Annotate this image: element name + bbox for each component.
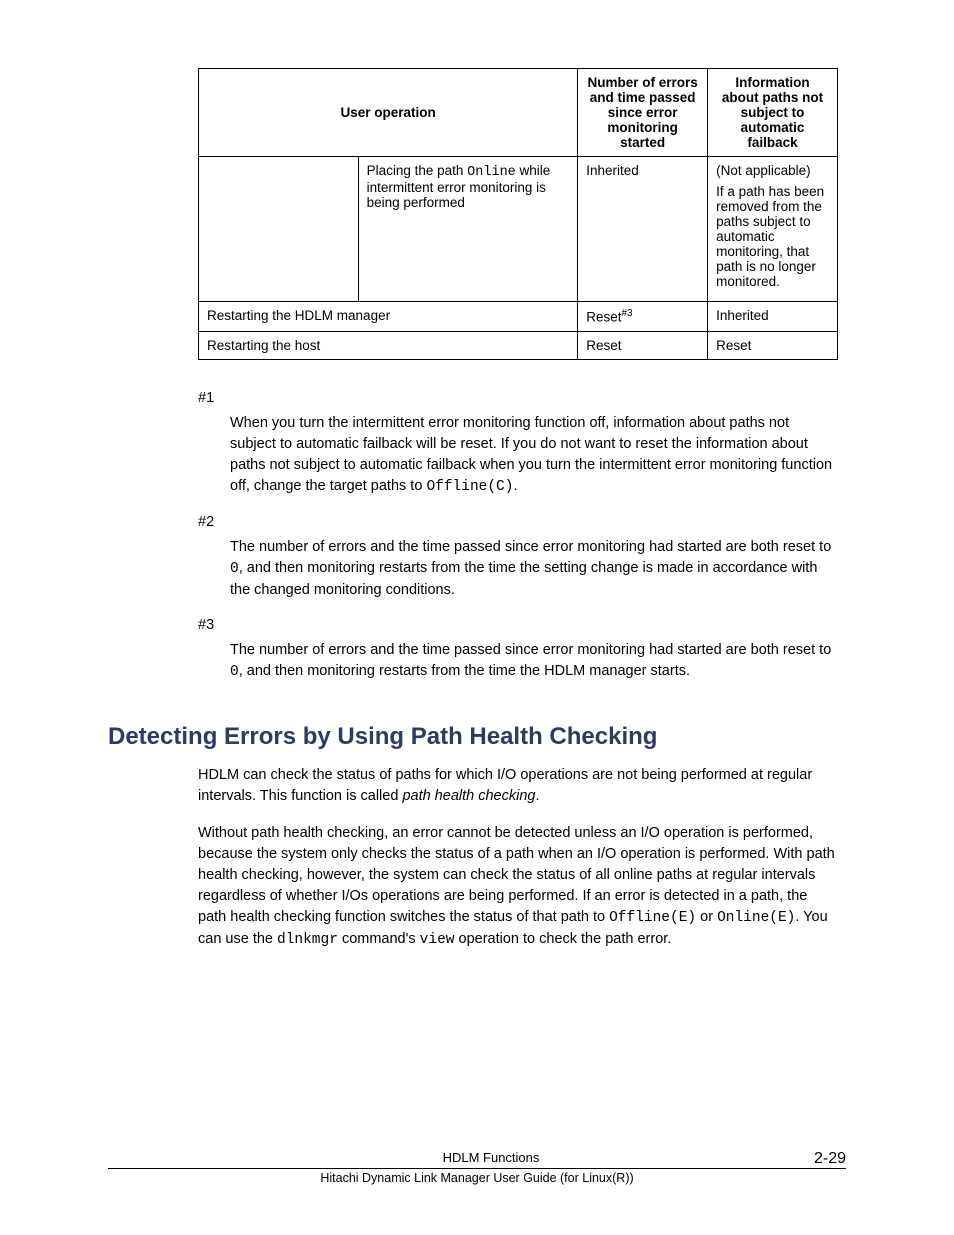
cell-op-restart-manager: Restarting the HDLM manager [199,302,578,332]
note-3-label: #3 [198,615,838,636]
p2-code-offline: Offline(E) [609,910,696,926]
header-num-errors: Number of errors and time passed since e… [578,69,708,157]
paragraph-2: Without path health checking, an error c… [198,823,838,951]
note-2-post: , and then monitoring restarts from the … [230,560,817,598]
reset-sup: #3 [621,308,632,319]
p2-code-online: Online(E) [717,910,795,926]
table-row: Placing the path Online while intermitte… [199,157,838,302]
table-row: Restarting the host Reset Reset [199,331,838,359]
notes-block: #1 When you turn the intermittent error … [198,388,838,683]
cell-num-reset: Reset [578,331,708,359]
paragraph-1: HDLM can check the status of paths for w… [198,765,838,807]
note-1-post: . [513,478,517,494]
note-2-body: The number of errors and the time passed… [230,537,838,601]
p1-post: . [535,788,539,804]
note-1-code: Offline(C) [426,479,513,495]
cell-op-placing-online: Placing the path Online while intermitte… [358,157,578,302]
info-na: (Not applicable) [716,163,829,178]
note-1-label: #1 [198,388,838,409]
note-1-pre: When you turn the intermittent error mon… [230,415,832,494]
p1-term: path health checking [402,788,535,804]
header-info-paths: Information about paths not subject to a… [708,69,838,157]
page-number: 2-29 [814,1150,846,1168]
note-2-code: 0 [230,561,239,577]
note-2-pre: The number of errors and the time passed… [230,539,831,555]
cell-info-inherited: Inherited [708,302,838,332]
cell-num-reset-3: Reset#3 [578,302,708,332]
note-3-body: The number of errors and the time passed… [230,640,838,683]
note-3-code: 0 [230,664,239,680]
info-body: If a path has been removed from the path… [716,184,829,289]
reset-text: Reset [586,310,621,325]
p2-mid1: or [696,909,717,925]
p2-code-view: view [420,932,455,948]
note-2-label: #2 [198,512,838,533]
note-3-post: , and then monitoring restarts from the … [239,663,690,679]
note-1-body: When you turn the intermittent error mon… [230,413,838,498]
header-user-operation: User operation [199,69,578,157]
section-body: HDLM can check the status of paths for w… [198,765,838,951]
op-text-pre: Placing the path [367,163,468,178]
cell-op-restart-host: Restarting the host [199,331,578,359]
page-footer: HDLM Functions 2-29 Hitachi Dynamic Link… [108,1150,846,1185]
table-header-row: User operation Number of errors and time… [199,69,838,157]
footer-title: HDLM Functions [168,1150,814,1168]
table-row: Restarting the HDLM manager Reset#3 Inhe… [199,302,838,332]
cell-info-reset: Reset [708,331,838,359]
section-heading: Detecting Errors by Using Path Health Ch… [108,723,846,751]
cell-num-inherited: Inherited [578,157,708,302]
p2-post: operation to check the path error. [454,931,671,947]
footer-subtitle: Hitachi Dynamic Link Manager User Guide … [108,1171,846,1185]
cell-info-not-applicable: (Not applicable) If a path has been remo… [708,157,838,302]
p2-mid3: command's [338,931,420,947]
cell-empty [199,157,359,302]
op-code-online: Online [467,165,516,180]
p2-code-dlnkmgr: dlnkmgr [277,932,338,948]
operations-table: User operation Number of errors and time… [198,68,838,360]
note-3-pre: The number of errors and the time passed… [230,642,831,658]
